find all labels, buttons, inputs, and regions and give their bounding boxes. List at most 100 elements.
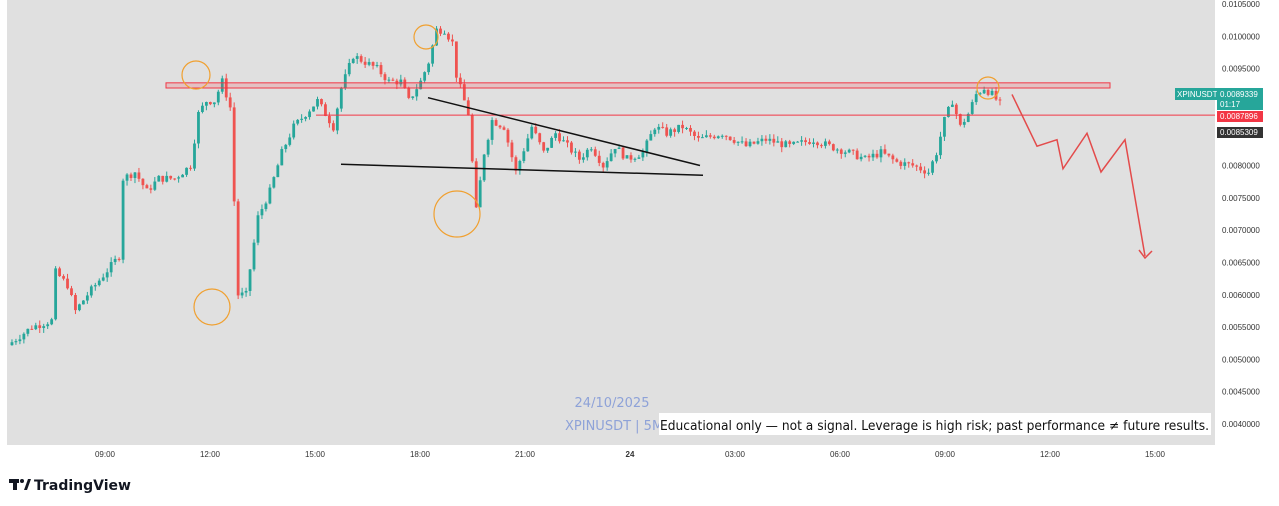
candle-body	[486, 139, 490, 155]
candle-body	[339, 88, 343, 109]
tradingview-logo[interactable]: TradingView	[9, 478, 131, 494]
candle-body	[355, 56, 359, 59]
candle-body	[141, 178, 145, 186]
candle-body	[887, 153, 891, 156]
candle-body	[252, 242, 256, 270]
candle-body	[510, 142, 514, 158]
candle-body	[625, 155, 629, 159]
candle-body	[641, 152, 645, 158]
candle-body	[113, 258, 117, 263]
candle-body	[316, 99, 319, 107]
candle-body	[30, 328, 34, 330]
x-tick-label: 03:00	[725, 450, 746, 459]
candle-body	[657, 126, 661, 130]
y-tick-label: 0.0080000	[1222, 162, 1260, 171]
candle-body	[621, 147, 625, 159]
candle-body	[379, 65, 383, 75]
candle-body	[121, 180, 125, 260]
candle-body	[244, 290, 248, 293]
candle-body	[792, 141, 796, 144]
candle-body	[220, 78, 224, 92]
tv-logo-text: TradingView	[34, 478, 131, 494]
candle-body	[272, 177, 276, 188]
candle-body	[34, 325, 38, 330]
candle-body	[506, 129, 510, 143]
candle-body	[800, 140, 803, 142]
candle-body	[197, 111, 200, 144]
candle-body	[784, 141, 788, 148]
candle-body	[788, 141, 792, 144]
candle-body	[212, 102, 216, 105]
x-tick-label: 18:00	[410, 450, 431, 459]
y-tick-label: 0.0075000	[1222, 194, 1260, 203]
tv-logo-icon	[9, 479, 31, 490]
time-axis[interactable]: 09:00 12:00 15:00 18:00 21:00 24 03:00 06:00 09:…	[95, 450, 1166, 459]
candle-body	[919, 166, 923, 171]
y-tick-label: 0.0060000	[1222, 291, 1260, 300]
candle-body	[859, 156, 863, 160]
candle-body	[966, 113, 970, 122]
candle-body	[895, 159, 899, 162]
candle-body	[312, 106, 315, 112]
candle-body	[153, 181, 157, 190]
candle-body	[454, 41, 458, 78]
candle-body	[923, 170, 927, 174]
candle-body	[685, 127, 688, 129]
resistance-price-value: 0.0087896	[1220, 112, 1258, 121]
candlestick-series	[10, 26, 1002, 346]
candle-body	[724, 135, 728, 137]
candle-body	[653, 129, 657, 135]
candle-body	[125, 174, 129, 181]
candle-body	[958, 114, 962, 125]
candle-body	[542, 142, 546, 151]
candle-body	[681, 124, 684, 129]
candle-body	[649, 134, 653, 141]
y-tick-label: 0.0070000	[1222, 226, 1260, 235]
candle-body	[347, 63, 351, 75]
candle-body	[947, 106, 950, 117]
candle-body	[97, 280, 101, 286]
y-tick-label: 0.0055000	[1222, 323, 1260, 332]
y-tick-label: 0.0100000	[1222, 32, 1260, 41]
candle-body	[673, 129, 677, 132]
candle-body	[447, 33, 450, 40]
candle-body	[716, 136, 720, 139]
candle-body	[776, 141, 780, 143]
candle-body	[581, 157, 585, 160]
candle-body	[109, 262, 113, 273]
candle-body	[609, 153, 613, 162]
candle-body	[891, 155, 895, 160]
candle-body	[772, 138, 776, 143]
candle-body	[974, 94, 978, 103]
candle-body	[435, 28, 438, 46]
candle-body	[780, 141, 784, 148]
candle-body	[54, 268, 58, 320]
candle-body	[264, 203, 268, 210]
candle-body	[796, 141, 800, 143]
candle-body	[324, 104, 327, 116]
candle-body	[371, 62, 375, 66]
candle-body	[939, 136, 942, 156]
candle-body	[256, 215, 260, 243]
candle-body	[617, 147, 621, 149]
x-tick-label: 09:00	[935, 450, 956, 459]
candle-body	[875, 153, 879, 158]
candle-body	[645, 140, 649, 153]
candle-body	[137, 172, 141, 179]
candle-body	[756, 141, 760, 144]
candle-body	[863, 155, 867, 157]
candle-body	[462, 84, 466, 101]
candle-body	[478, 180, 482, 208]
candle-body	[693, 131, 696, 136]
candle-body	[748, 141, 752, 147]
highlight-circle	[193, 288, 231, 326]
candle-body	[943, 116, 946, 137]
candle-body	[847, 149, 851, 153]
candle-body	[189, 167, 192, 169]
candle-body	[661, 126, 665, 128]
candle-body	[308, 111, 311, 118]
candle-body	[145, 185, 149, 189]
candle-body	[474, 161, 478, 208]
candle-body	[22, 333, 26, 340]
